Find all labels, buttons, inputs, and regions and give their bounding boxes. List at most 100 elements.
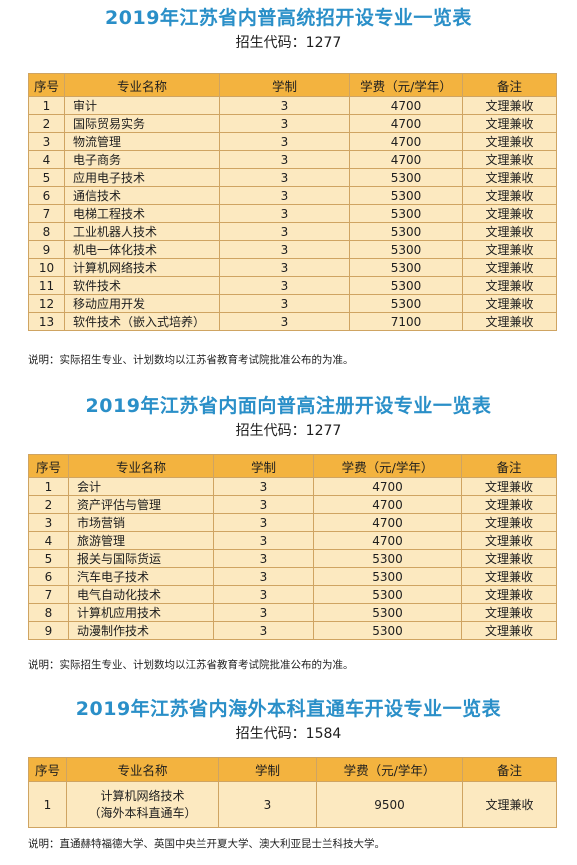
cell-years: 3 <box>219 222 350 241</box>
section-1-title: 2019年江苏省内普高统招开设专业一览表 <box>105 7 472 29</box>
cell-fee: 5300 <box>349 168 463 187</box>
cell-name: 动漫制作技术 <box>68 621 214 640</box>
table-row: 1 会计 3 4700 文理兼收 <box>28 477 557 496</box>
header-fee: 学费（元/学年） <box>316 757 463 782</box>
cell-years: 3 <box>213 621 314 640</box>
cell-no: 2 <box>28 114 65 133</box>
cell-years: 3 <box>219 312 350 331</box>
cell-no: 9 <box>28 621 69 640</box>
cell-fee: 5300 <box>313 567 462 586</box>
cell-name: 会计 <box>68 477 214 496</box>
table-row: 2 国际贸易实务 3 4700 文理兼收 <box>28 114 557 133</box>
cell-remark: 文理兼收 <box>462 312 557 331</box>
cell-remark: 文理兼收 <box>461 531 557 550</box>
cell-remark: 文理兼收 <box>462 222 557 241</box>
section-1-code: 招生代码：1277 <box>235 35 342 51</box>
header-remark: 备注 <box>461 454 557 478</box>
table-row: 5 报关与国际货运 3 5300 文理兼收 <box>28 549 557 568</box>
cell-remark: 文理兼收 <box>462 781 557 828</box>
cell-remark: 文理兼收 <box>462 204 557 223</box>
table-row: 6 汽车电子技术 3 5300 文理兼收 <box>28 567 557 586</box>
cell-fee: 5300 <box>349 240 463 259</box>
cell-no: 3 <box>28 513 69 532</box>
cell-years: 3 <box>213 567 314 586</box>
cell-years: 3 <box>219 168 350 187</box>
cell-no: 7 <box>28 585 69 604</box>
cell-remark: 文理兼收 <box>462 114 557 133</box>
cell-fee: 9500 <box>316 781 463 828</box>
cell-name: 软件技术（嵌入式培养） <box>64 312 220 331</box>
header-remark: 备注 <box>462 73 557 97</box>
cell-name: 应用电子技术 <box>64 168 220 187</box>
cell-no: 1 <box>28 781 67 828</box>
table-row: 3 市场营销 3 4700 文理兼收 <box>28 513 557 532</box>
section-3-note: 说明：直通赫特福德大学、英国中央兰开夏大学、澳大利亚昆士兰科技大学。 <box>28 838 385 850</box>
cell-fee: 4700 <box>349 96 463 115</box>
cell-name: 计算机网络技术 （海外本科直通车） <box>66 781 219 828</box>
table-row: 4 电子商务 3 4700 文理兼收 <box>28 150 557 169</box>
header-no: 序号 <box>28 454 69 478</box>
cell-years: 3 <box>213 513 314 532</box>
cell-no: 1 <box>28 96 65 115</box>
table-2-header: 序号 专业名称 学制 学费（元/学年） 备注 <box>28 454 557 478</box>
cell-fee: 5300 <box>313 603 462 622</box>
header-fee: 学费（元/学年） <box>313 454 462 478</box>
cell-no: 4 <box>28 531 69 550</box>
cell-name: 通信技术 <box>64 186 220 205</box>
cell-fee: 5300 <box>349 222 463 241</box>
cell-name: 电梯工程技术 <box>64 204 220 223</box>
cell-remark: 文理兼收 <box>461 621 557 640</box>
cell-years: 3 <box>219 96 350 115</box>
cell-remark: 文理兼收 <box>461 495 557 514</box>
cell-years: 3 <box>213 603 314 622</box>
cell-fee: 7100 <box>349 312 463 331</box>
cell-fee: 5300 <box>349 294 463 313</box>
cell-name: 机电一体化技术 <box>64 240 220 259</box>
table-1-body: 1 审计 3 4700 文理兼收 2 国际贸易实务 3 4700 文理兼收 3 物流管理 3 4700 文理… <box>28 96 557 331</box>
cell-no: 6 <box>28 567 69 586</box>
header-fee: 学费（元/学年） <box>349 73 463 97</box>
table-row: 9 机电一体化技术 3 5300 文理兼收 <box>28 240 557 259</box>
table-2: 序号 专业名称 学制 学费（元/学年） 备注 1 会计 3 4700 文理兼收 2 资产评估与管理 3… <box>28 454 557 640</box>
cell-no: 5 <box>28 168 65 187</box>
cell-name: 物流管理 <box>64 132 220 151</box>
cell-remark: 文理兼收 <box>462 186 557 205</box>
cell-remark: 文理兼收 <box>462 258 557 277</box>
section-2-note: 说明：实际招生专业、计划数均以江苏省教育考试院批准公布的为准。 <box>28 659 354 671</box>
cell-remark: 文理兼收 <box>461 585 557 604</box>
cell-no: 3 <box>28 132 65 151</box>
header-years: 学制 <box>213 454 314 478</box>
cell-name: 计算机应用技术 <box>68 603 214 622</box>
cell-remark: 文理兼收 <box>461 477 557 496</box>
cell-remark: 文理兼收 <box>462 132 557 151</box>
cell-years: 3 <box>219 258 350 277</box>
cell-no: 1 <box>28 477 69 496</box>
cell-no: 10 <box>28 258 65 277</box>
table-row: 12 移动应用开发 3 5300 文理兼收 <box>28 294 557 313</box>
cell-fee: 4700 <box>349 150 463 169</box>
cell-fee: 4700 <box>313 495 462 514</box>
cell-name: 计算机网络技术 <box>64 258 220 277</box>
table-row: 2 资产评估与管理 3 4700 文理兼收 <box>28 495 557 514</box>
header-years: 学制 <box>218 757 317 782</box>
table-2-body: 1 会计 3 4700 文理兼收 2 资产评估与管理 3 4700 文理兼收 3 市场营销 3 4700 文… <box>28 477 557 640</box>
cell-remark: 文理兼收 <box>462 294 557 313</box>
section-3: 2019年江苏省内海外本科直通车开设专业一览表 招生代码：1584 <box>0 696 577 744</box>
cell-fee: 5300 <box>349 276 463 295</box>
table-row: 4 旅游管理 3 4700 文理兼收 <box>28 531 557 550</box>
header-no: 序号 <box>28 757 67 782</box>
cell-fee: 4700 <box>313 513 462 532</box>
cell-name-line1: 计算机网络技术 <box>100 788 185 803</box>
cell-years: 3 <box>219 114 350 133</box>
cell-name: 软件技术 <box>64 276 220 295</box>
table-row: 7 电梯工程技术 3 5300 文理兼收 <box>28 204 557 223</box>
cell-remark: 文理兼收 <box>462 150 557 169</box>
cell-name: 报关与国际货运 <box>68 549 214 568</box>
cell-years: 3 <box>219 132 350 151</box>
cell-no: 12 <box>28 294 65 313</box>
cell-name: 汽车电子技术 <box>68 567 214 586</box>
table-3-header: 序号 专业名称 学制 学费（元/学年） 备注 <box>28 757 557 782</box>
table-1: 序号 专业名称 学制 学费（元/学年） 备注 1 审计 3 4700 文理兼收 2 国际贸易实务 3 4… <box>28 73 557 331</box>
header-name: 专业名称 <box>68 454 214 478</box>
cell-no: 13 <box>28 312 65 331</box>
